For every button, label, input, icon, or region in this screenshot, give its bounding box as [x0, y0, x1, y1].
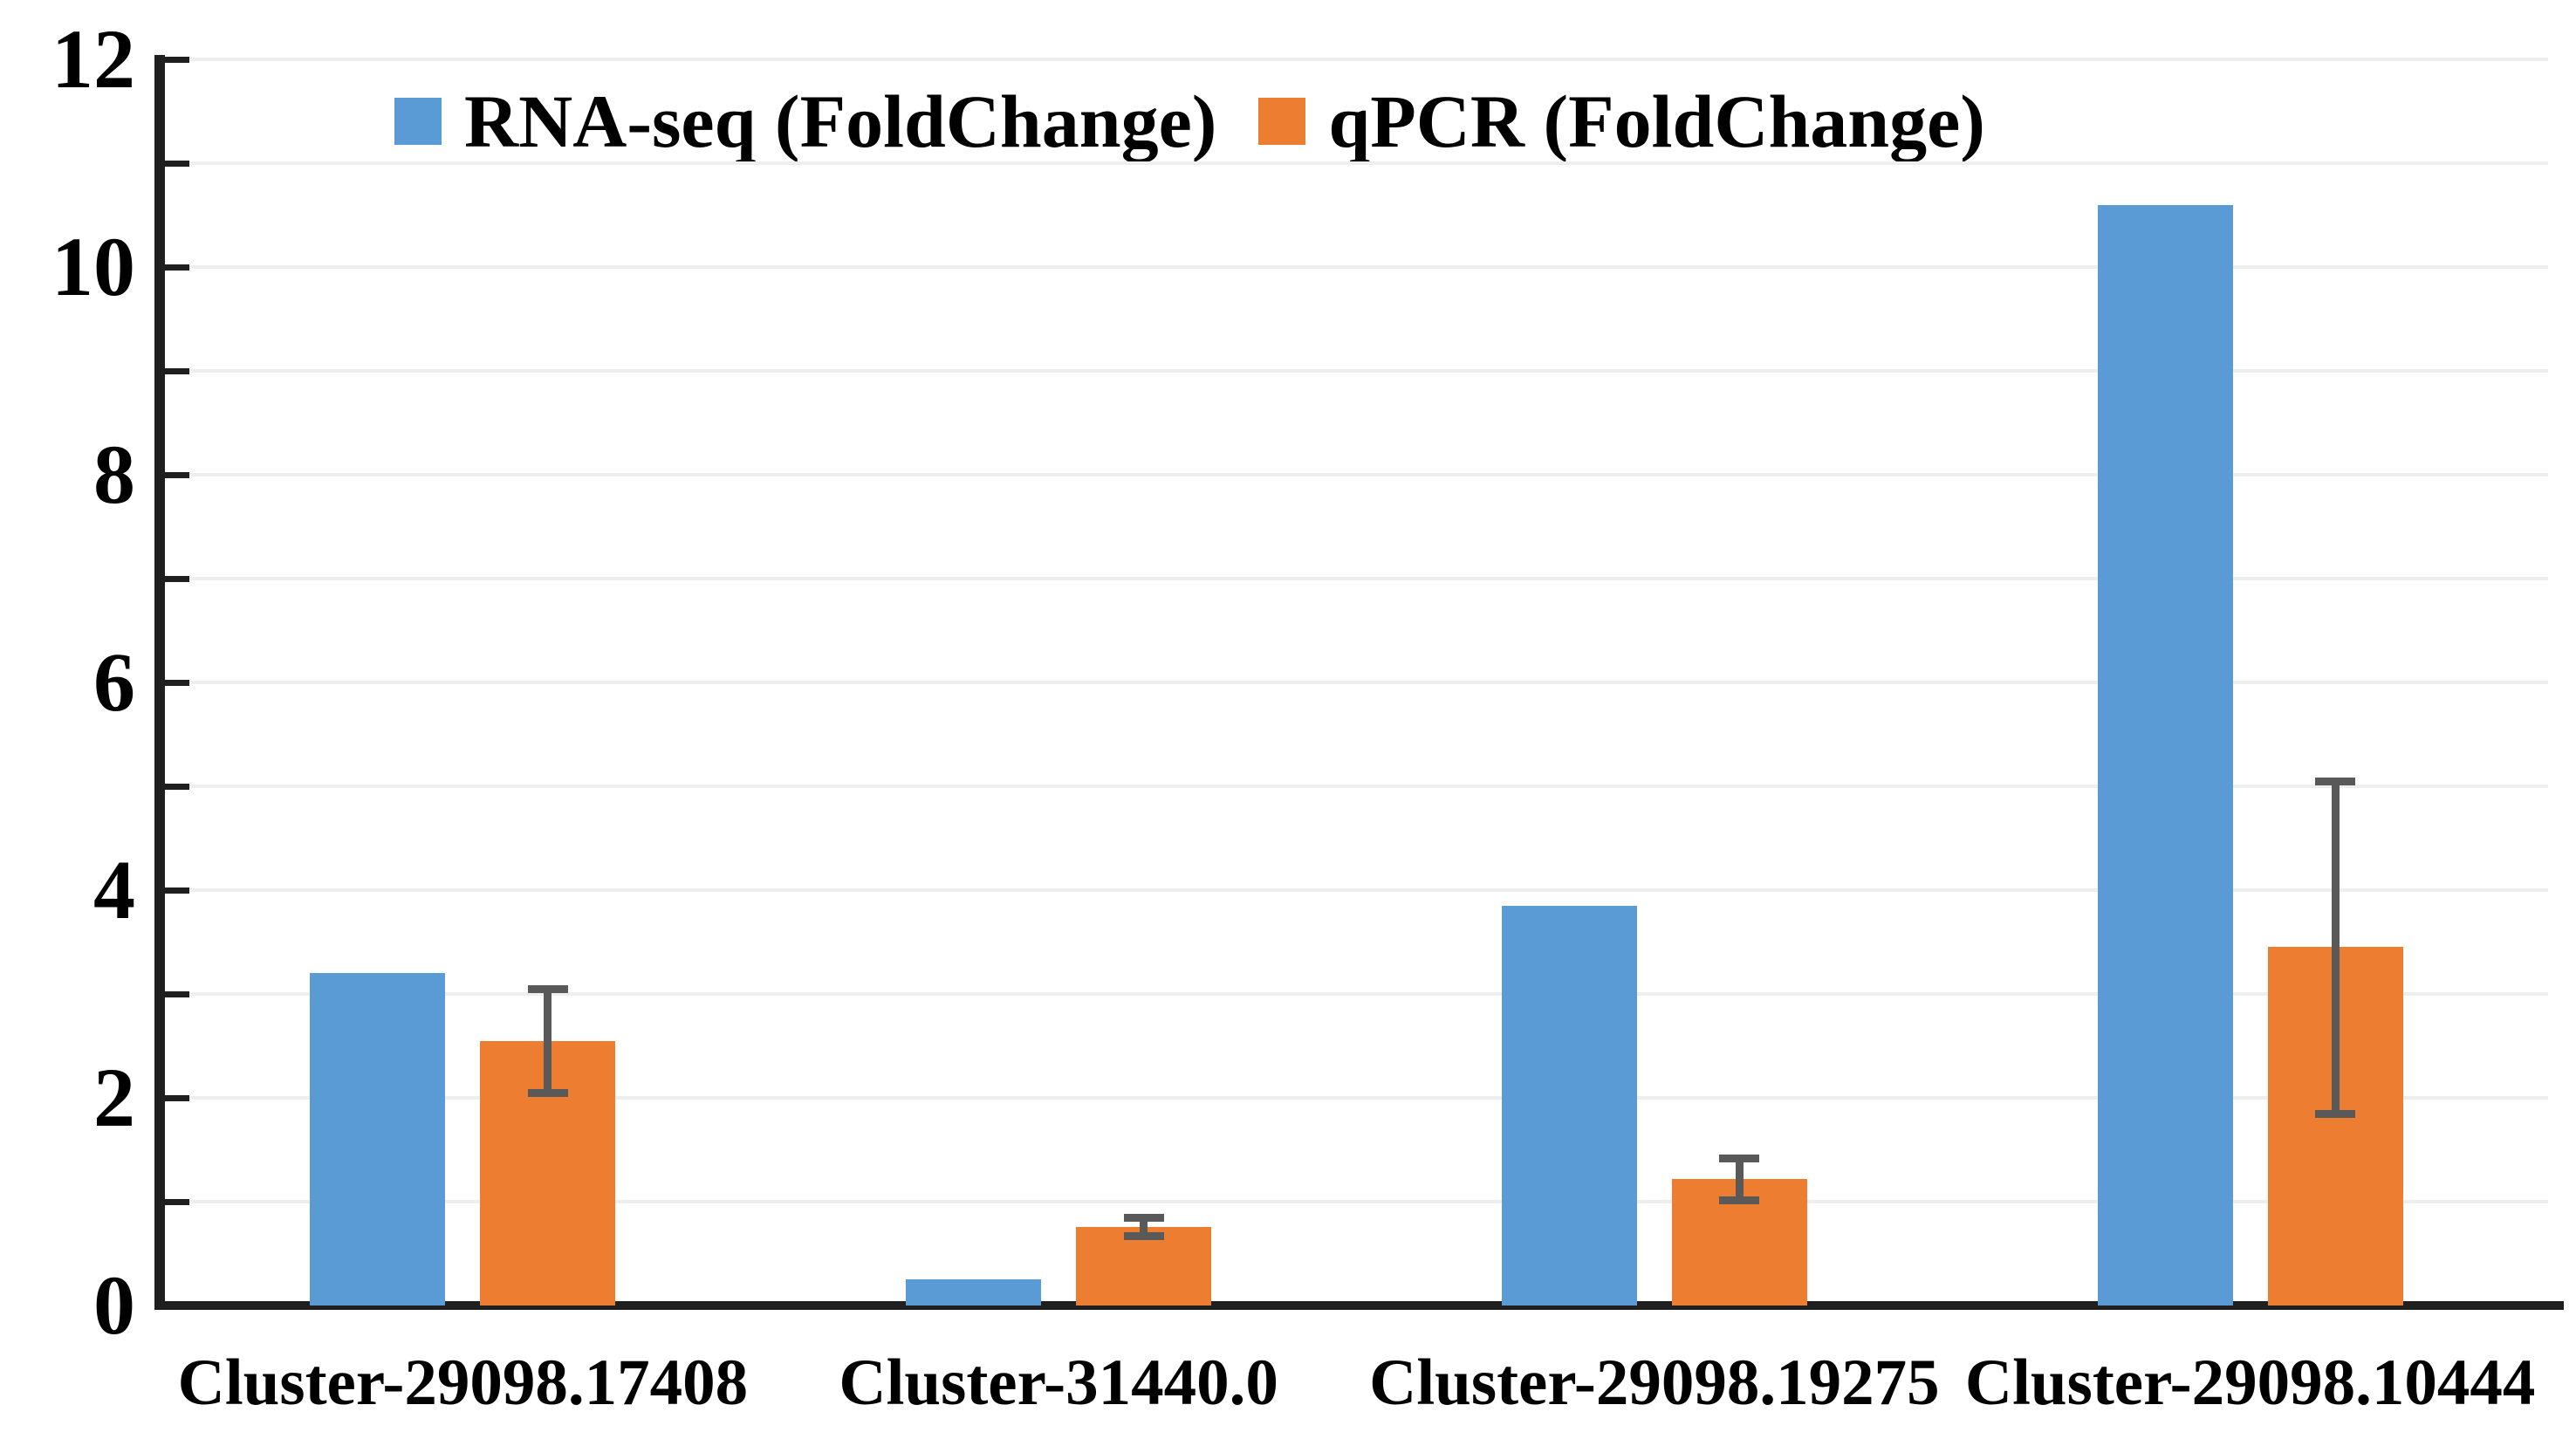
y-axis-tick: [165, 264, 189, 271]
qpcr-legend-swatch: [1258, 98, 1306, 145]
error-bar-line: [2331, 781, 2340, 1114]
y-gridline: [165, 992, 2548, 996]
y-gridline: [165, 265, 2548, 269]
y-gridline: [165, 1096, 2548, 1100]
chart-legend: RNA-seq (FoldChange) qPCR (FoldChange): [394, 84, 1985, 159]
rnaseq-legend-swatch: [394, 98, 442, 145]
y-axis-tick: [165, 472, 189, 478]
qpcr-legend-label: qPCR (FoldChange): [1328, 79, 1985, 163]
y-gridline: [165, 369, 2548, 373]
error-bar-top-cap: [1719, 1155, 1760, 1163]
y-axis-tick-label: 6: [93, 635, 135, 729]
x-axis-category-label: Cluster-29098.10444: [1964, 1347, 2536, 1419]
y-axis-tick-label: 8: [93, 428, 135, 521]
y-axis-tick: [165, 161, 189, 167]
rnaseq-bar: [906, 1279, 1042, 1306]
y-gridline: [165, 473, 2548, 476]
y-gridline: [165, 681, 2548, 684]
y-gridline: [165, 785, 2548, 788]
y-axis-tick-label: 10: [51, 220, 135, 313]
y-axis-tick: [165, 1095, 189, 1101]
y-axis-tick-label: 12: [51, 12, 135, 106]
y-axis-line: [154, 55, 165, 1310]
rnaseq-bar: [2097, 204, 2233, 1306]
error-bar-top-cap: [2315, 778, 2356, 786]
y-axis-tick: [165, 1199, 189, 1205]
x-axis-category-label: Cluster-29098.17408: [177, 1347, 749, 1419]
y-gridline: [165, 58, 2548, 61]
error-bar-line: [544, 989, 552, 1093]
y-axis-tick-label: 2: [93, 1051, 135, 1144]
x-axis-line: [154, 1301, 2564, 1310]
y-axis-tick: [165, 576, 189, 582]
error-bar-top-cap: [527, 985, 568, 994]
error-bar-bottom-cap: [1719, 1196, 1760, 1204]
error-bar-bottom-cap: [1123, 1232, 1164, 1241]
y-gridline: [165, 1200, 2548, 1203]
legend-entry-qpcr: qPCR (FoldChange): [1258, 84, 1985, 159]
error-bar-bottom-cap: [2315, 1109, 2356, 1118]
y-axis-tick: [165, 57, 189, 63]
y-axis-tick: [165, 991, 189, 997]
x-axis-category-label: Cluster-29098.19275: [1369, 1347, 1940, 1419]
y-axis-tick: [165, 680, 189, 686]
rnaseq-legend-label: RNA-seq (FoldChange): [464, 79, 1217, 163]
y-axis-tick: [165, 887, 189, 894]
y-gridline: [165, 161, 2548, 165]
y-axis-tick-label: 0: [93, 1258, 135, 1352]
y-axis-tick: [165, 784, 189, 790]
rnaseq-bar: [310, 973, 446, 1306]
y-axis-tick: [165, 368, 189, 374]
error-bar-line: [1735, 1158, 1744, 1200]
rnaseq-bar: [1501, 905, 1637, 1306]
error-bar-top-cap: [1123, 1213, 1164, 1222]
legend-entry-rnaseq: RNA-seq (FoldChange): [394, 84, 1216, 159]
y-gridline: [165, 888, 2548, 892]
x-axis-category-label: Cluster-31440.0: [839, 1347, 1278, 1419]
y-axis-tick-label: 4: [93, 843, 135, 936]
error-bar-line: [1140, 1216, 1148, 1237]
error-bar-bottom-cap: [527, 1089, 568, 1098]
y-gridline: [165, 577, 2548, 580]
